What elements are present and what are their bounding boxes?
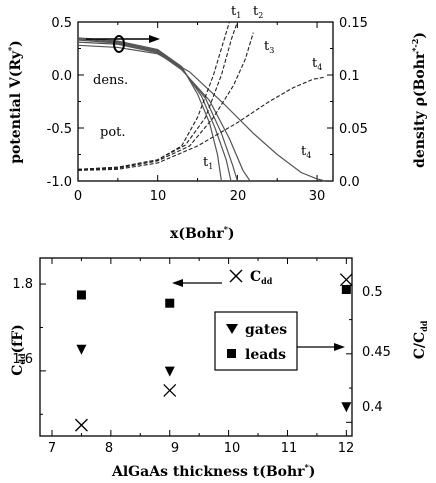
cdd-point: [74, 418, 88, 432]
gates-point: [164, 366, 175, 377]
top-chart: 0 10 20 30 0.5 0.0 -0.5 -1.0 0.15 0.1 0.…: [6, 4, 428, 242]
top-x-tick-20: 20: [230, 189, 247, 204]
cdd-point: [339, 273, 353, 287]
top-yright-tick-0.1: 0.1: [339, 69, 360, 84]
leads-legend-square-icon: [227, 349, 236, 358]
annotation-t2-top: t2: [253, 4, 263, 20]
legend-box: [214, 311, 298, 371]
bottom-x-tick-12: 12: [338, 441, 355, 456]
top-y-right-axis-label: density ρ(Bohr*-2): [410, 32, 428, 168]
top-yleft-tick-0.5: 0.5: [51, 16, 72, 31]
annotation-t1-top: t1: [231, 4, 241, 20]
bottom-y-right-axis-label: C/Cdd: [412, 320, 429, 359]
leads-point: [341, 284, 351, 294]
bottom-x-tick-11: 11: [281, 441, 298, 456]
cdd-legend-label: Cdd: [250, 269, 273, 286]
bottom-x-axis-label: AlGaAs thickness t(Bohr*): [111, 462, 315, 480]
ratio-legend-arrow-head: [334, 343, 345, 351]
potential-curve-1: [77, 37, 223, 182]
bottom-yleft-tick-1.8: 1.8: [12, 277, 33, 292]
top-x-axis-label: x(Bohr*): [170, 224, 235, 242]
bottom-yright-tick-0.4: 0.4: [362, 400, 383, 415]
top-yright-tick-0.15: 0.15: [339, 16, 368, 31]
bottom-plot-frame: [39, 257, 353, 437]
bottom-y-left-axis-label: Cdd(fF): [10, 324, 27, 376]
gates-legend-triangle-icon: [226, 324, 238, 334]
density-curve-9: [77, 76, 326, 171]
density-curve-8: [77, 32, 254, 171]
top-yleft-tick--0.5: -0.5: [47, 122, 72, 137]
density-marker-ellipse: [113, 35, 125, 53]
top-y-left-axis-label: potential V(Ry*): [6, 40, 24, 164]
gates-legend-label: gates: [245, 322, 287, 338]
annotation-dens: dens.: [93, 73, 128, 88]
annotation-t4-bottom: t4: [301, 144, 311, 160]
bottom-chart: 7 8 9 10 11 12 1.8 1.6 0.5 0.45 0.4 AlGa…: [10, 257, 429, 480]
leads-point: [165, 298, 175, 308]
bottom-yright-tick-0.45: 0.45: [362, 345, 391, 360]
top-x-tick-30: 30: [309, 189, 326, 204]
top-yleft-tick--1.0: -1.0: [47, 175, 72, 190]
density-curve-6: [77, 21, 230, 170]
bottom-x-tick-9: 9: [171, 441, 179, 456]
cdd-legend-arrow-head: [172, 279, 183, 287]
bottom-x-tick-7: 7: [48, 441, 56, 456]
cdd-point-stroke: [74, 418, 88, 432]
top-yright-tick-0.0: 0.0: [339, 175, 360, 190]
leads-legend-label: leads: [245, 347, 286, 363]
cdd-point-stroke: [339, 273, 353, 287]
bottom-x-tick-10: 10: [224, 441, 241, 456]
gates-point: [76, 344, 87, 355]
bottom-x-tick-8: 8: [105, 441, 113, 456]
annotation-t3-top: t3: [264, 39, 274, 55]
bottom-yleft-tick-1.6: 1.6: [12, 352, 33, 367]
density-axis-arrow-head: [149, 35, 160, 43]
bottom-yright-tick-0.5: 0.5: [362, 285, 383, 300]
top-yright-tick-0.05: 0.05: [339, 122, 368, 137]
cdd-point-stroke: [163, 383, 177, 397]
top-yleft-tick-0.0: 0.0: [51, 69, 72, 84]
annotation-t4-top: t4: [312, 56, 322, 72]
top-x-tick-0: 0: [74, 189, 82, 204]
top-x-tick-10: 10: [150, 189, 167, 204]
cdd-legend-cross-icon: [229, 269, 243, 283]
bottom-marks: [74, 273, 353, 432]
potential-curve-5: [77, 44, 326, 182]
gates-point: [341, 402, 352, 413]
bottom-ticks: [40, 258, 352, 436]
annotation-t1-bottom: t1: [203, 155, 213, 171]
cdd-point: [163, 383, 177, 397]
density-curve-7: [77, 21, 238, 170]
leads-point: [76, 290, 86, 300]
top-ticks: [77, 21, 333, 182]
annotation-pot: pot.: [100, 125, 126, 140]
